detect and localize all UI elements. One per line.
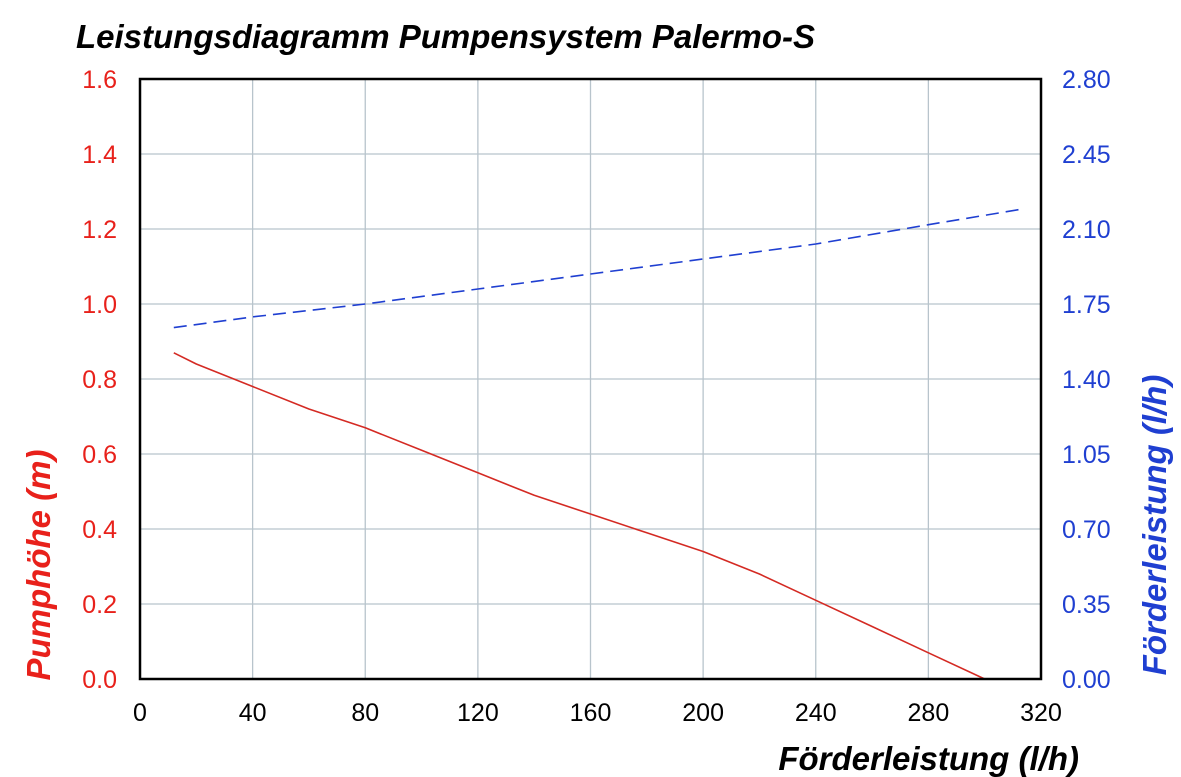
left-y-tick-label: 0.4 — [82, 516, 117, 544]
right-y-tick-label: 1.75 — [1062, 291, 1111, 319]
left-y-tick-label: 1.6 — [82, 66, 117, 94]
x-axis-ticks: 0 40 80 120 160 200 240 280 320 — [133, 699, 1062, 727]
chart-title: Leistungsdiagramm Pumpensystem Palermo-S — [76, 18, 815, 55]
left-y-tick-label: 1.4 — [82, 141, 117, 169]
grid — [140, 79, 1041, 679]
left-y-tick-label: 0.8 — [82, 366, 117, 394]
right-y-tick-label: 2.10 — [1062, 216, 1111, 244]
left-y-axis-title: Pumphöhe (m) — [20, 449, 57, 680]
x-tick-label: 280 — [908, 699, 950, 727]
right-y-tick-label: 0.00 — [1062, 666, 1111, 694]
left-y-axis-ticks: 0.0 0.2 0.4 0.6 0.8 1.0 1.2 1.4 1.6 — [82, 66, 117, 694]
x-tick-label: 120 — [457, 699, 499, 727]
x-tick-label: 0 — [133, 699, 147, 727]
x-tick-label: 160 — [570, 699, 612, 727]
right-y-tick-label: 2.80 — [1062, 66, 1111, 94]
right-y-tick-label: 1.05 — [1062, 441, 1111, 469]
right-y-tick-label: 0.35 — [1062, 591, 1111, 619]
x-tick-label: 200 — [682, 699, 724, 727]
left-y-tick-label: 0.6 — [82, 441, 117, 469]
series-layer — [173, 208, 1019, 680]
x-tick-label: 80 — [351, 699, 379, 727]
series-line-pumphoehe — [173, 352, 986, 680]
x-axis-title: Förderleistung (l/h) — [778, 740, 1079, 777]
right-y-tick-label: 0.70 — [1062, 516, 1111, 544]
series-line-foerderleistung — [173, 208, 1019, 329]
left-y-tick-label: 0.0 — [82, 666, 117, 694]
x-tick-label: 40 — [239, 699, 267, 727]
right-y-axis-ticks: 0.00 0.35 0.70 1.05 1.40 1.75 2.10 2.45 2.80 — [1062, 66, 1111, 694]
left-y-tick-label: 1.0 — [82, 291, 117, 319]
left-y-tick-label: 0.2 — [82, 591, 117, 619]
x-tick-label: 240 — [795, 699, 837, 727]
left-y-tick-label: 1.2 — [82, 216, 117, 244]
x-tick-label: 320 — [1020, 699, 1062, 727]
right-y-tick-label: 2.45 — [1062, 141, 1111, 169]
right-y-axis-title: Förderleistung (l/h) — [1136, 375, 1173, 676]
plot-frame — [138, 77, 1043, 681]
right-y-tick-label: 1.40 — [1062, 366, 1111, 394]
